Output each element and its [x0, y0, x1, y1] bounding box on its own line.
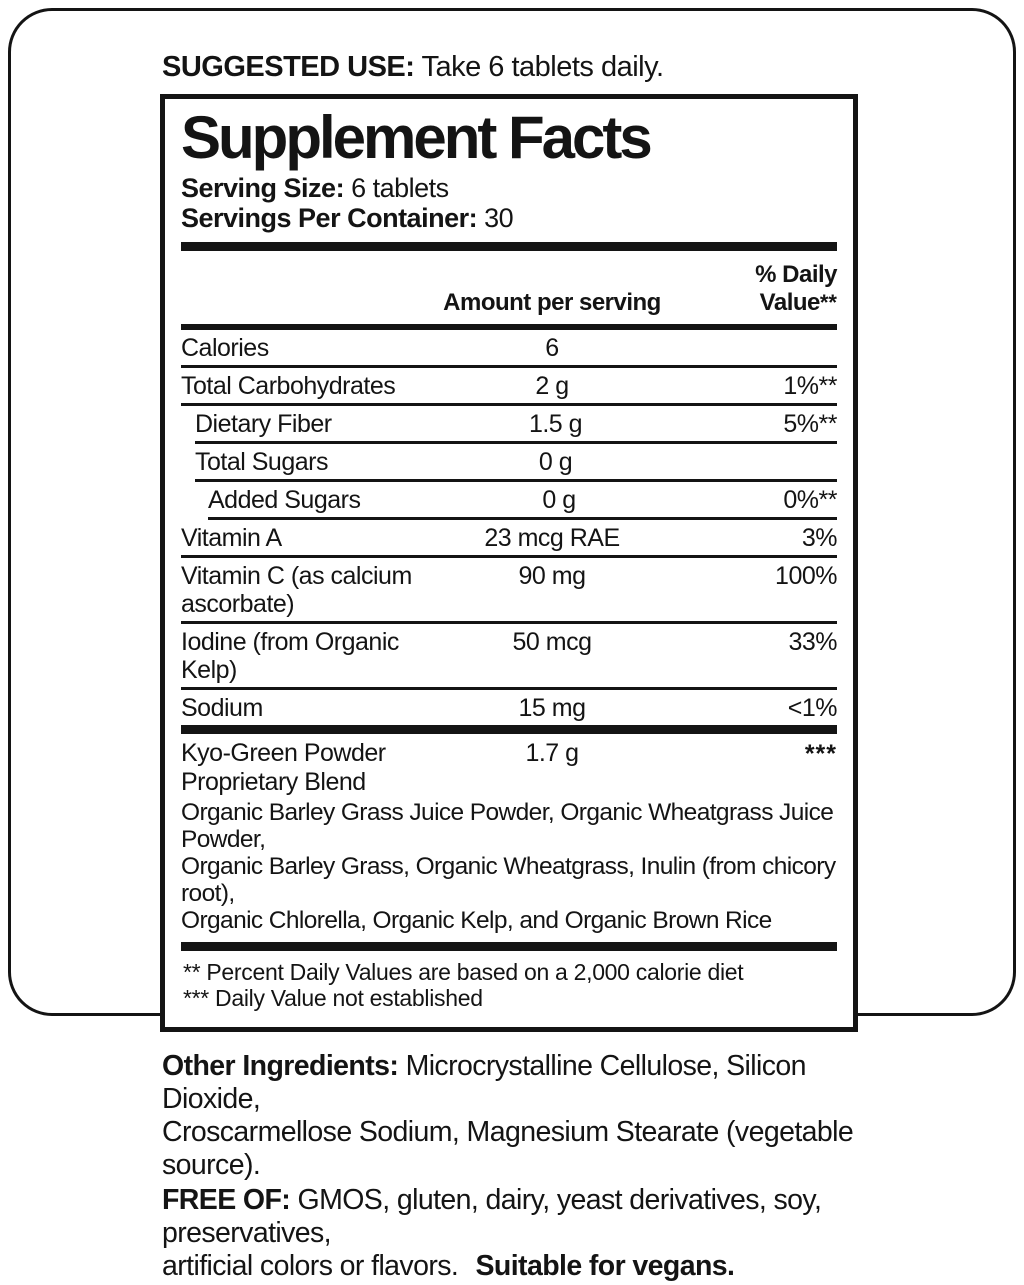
footnote-dv-not-established: *** Daily Value not established: [183, 985, 483, 1011]
table-row-vitamin-a: Vitamin A 23 mcg RAE 3%: [181, 520, 838, 558]
nutrient-name: Calories: [181, 334, 269, 362]
nutrient-amount: 90 mg: [518, 562, 586, 590]
nutrient-name: Iodine (from Organic Kelp): [181, 628, 399, 684]
table-row-calories: Calories 6: [181, 330, 837, 368]
table-row-dietary-fiber: Dietary Fiber 1.5 g 5%**: [195, 406, 838, 444]
nutrient-dv: 100%: [775, 562, 837, 590]
nutrient-amount: 0 g: [542, 486, 576, 514]
nutrient-amount: 23 mcg RAE: [484, 524, 620, 552]
divider-above-footnotes: [181, 942, 837, 951]
nutrient-amount: 50 mcg: [512, 628, 592, 656]
blend-ingredients-line-1: Organic Barley Grass Juice Powder, Organ…: [181, 799, 834, 853]
nutrient-dv: 5%**: [783, 410, 837, 438]
table-row-iodine: Iodine (from Organic Kelp) 50 mcg 33%: [181, 624, 838, 690]
table-row-vitamin-c: Vitamin C (as calcium ascorbate) 90 mg 1…: [181, 558, 838, 624]
table-header-row: Amount per serving % Daily Value**: [181, 251, 837, 324]
label-content: SUGGESTED USE: Take 6 tablets daily. Sup…: [160, 50, 860, 1285]
servings-per-container-value: 30: [484, 203, 514, 233]
nutrient-name: Total Carbohydrates: [181, 372, 396, 400]
nutrient-dv: 0%**: [783, 486, 837, 514]
divider-above-blend: [181, 725, 837, 734]
blend-ingredients-line-3: Organic Chlorella, Organic Kelp, and Org…: [181, 907, 772, 934]
nutrient-dv: 3%: [801, 524, 838, 552]
nutrient-name: Dietary Fiber: [195, 410, 332, 438]
nutrient-name: Added Sugars: [208, 486, 361, 514]
nutrient-amount: 6: [545, 334, 559, 362]
nutrient-dv: <1%: [787, 694, 838, 722]
other-ingredients-label: Other Ingredients:: [162, 1050, 399, 1082]
other-ingredients-line-2: Croscarmellose Sodium, Magnesium Stearat…: [162, 1116, 854, 1181]
divider-below-header: [181, 324, 837, 330]
nutrient-name: Vitamin A: [181, 524, 282, 552]
divider-thick-top: [181, 242, 837, 251]
panel-title: Supplement Facts: [181, 104, 653, 171]
suggested-use-text: Take 6 tablets daily.: [421, 51, 664, 83]
suitable-for-vegans-text: Suitable for vegans.: [475, 1250, 735, 1282]
table-row-total-sugars: Total Sugars 0 g: [195, 444, 837, 482]
table-row-total-carbohydrates: Total Carbohydrates 2 g 1%**: [181, 368, 838, 406]
table-row-sodium: Sodium 15 mg <1%: [181, 690, 838, 725]
nutrient-amount: 2 g: [535, 372, 569, 400]
bottom-text: Other Ingredients: Microcrystalline Cell…: [162, 1050, 860, 1283]
free-of-label: FREE OF:: [162, 1184, 291, 1216]
footnote-daily-values: ** Percent Daily Values are based on a 2…: [183, 959, 744, 985]
servings-per-container-label: Servings Per Container:: [181, 203, 478, 233]
table-row-added-sugars: Added Sugars 0 g 0%**: [208, 482, 838, 520]
nutrient-name: Sodium: [181, 694, 263, 722]
serving-size-label: Serving Size:: [181, 173, 345, 203]
suggested-use-label: SUGGESTED USE:: [162, 51, 415, 83]
header-daily-value-text: % Daily Value: [755, 261, 837, 316]
nutrient-amount: 1.5 g: [528, 410, 583, 438]
header-amount-per-serving: Amount per serving: [443, 289, 661, 316]
free-of-line-2: artificial colors or flavors. Suitable f…: [162, 1250, 860, 1283]
blend-name: Kyo-Green Powder Proprietary Blend: [181, 739, 386, 796]
blend-ingredient-list: Organic Barley Grass Juice Powder, Organ…: [181, 798, 837, 942]
blend-amount: 1.7 g: [525, 739, 579, 767]
footnotes: ** Percent Daily Values are based on a 2…: [181, 951, 837, 1027]
supplement-facts-panel: Supplement Facts Serving Size: 6 tablets…: [160, 94, 858, 1032]
nutrient-dv: 33%: [788, 628, 837, 656]
blend-dv-asterisks: ***: [804, 740, 837, 768]
servings-per-container-line: Servings Per Container: 30: [181, 203, 837, 233]
proprietary-blend-row: Kyo-Green Powder Proprietary Blend 1.7 g…: [181, 734, 837, 798]
nutrient-name: Total Sugars: [195, 448, 328, 476]
serving-size-line: Serving Size: 6 tablets: [181, 173, 837, 203]
header-daily-value-asterisks: **: [819, 290, 837, 315]
blend-ingredients-line-2: Organic Barley Grass, Organic Wheatgrass…: [181, 853, 836, 907]
header-daily-value: % Daily Value**: [677, 261, 837, 317]
nutrient-name: Vitamin C (as calcium ascorbate): [181, 562, 412, 618]
suggested-use-line: SUGGESTED USE: Take 6 tablets daily.: [162, 50, 860, 84]
free-of-line-2-text: artificial colors or flavors.: [162, 1250, 459, 1282]
nutrient-amount: 15 mg: [518, 694, 586, 722]
nutrient-dv: 1%**: [783, 372, 837, 400]
nutrient-amount: 0 g: [538, 448, 573, 476]
free-of-paragraph: FREE OF: GMOS, gluten, dairy, yeast deri…: [162, 1184, 860, 1283]
serving-size-value: 6 tablets: [351, 173, 449, 203]
other-ingredients-paragraph: Other Ingredients: Microcrystalline Cell…: [162, 1050, 860, 1182]
